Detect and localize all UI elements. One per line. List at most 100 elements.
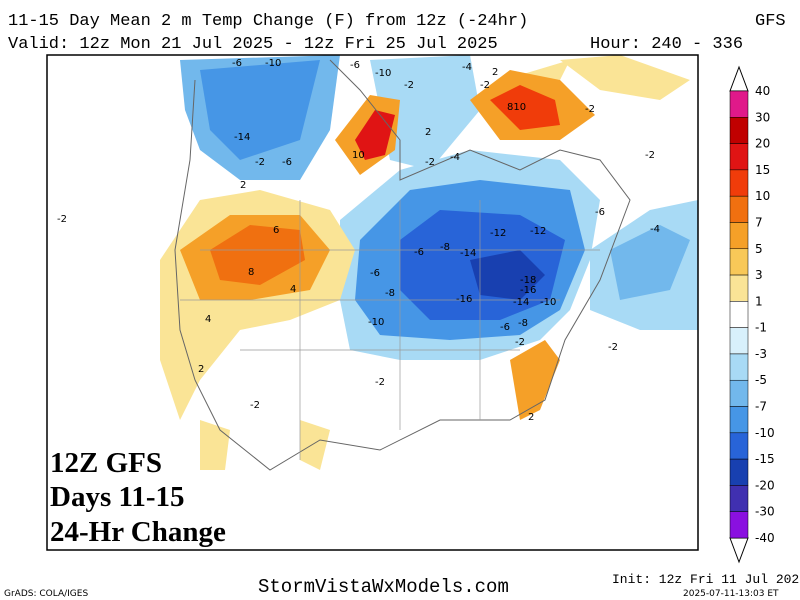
hot-area — [355, 110, 395, 160]
colorbar-label: 20 — [755, 137, 770, 151]
colorbar-box — [729, 485, 749, 512]
colorbar-label: 10 — [755, 189, 770, 203]
colorbar-label: 1 — [755, 294, 763, 308]
contour-label: -6 — [232, 58, 242, 69]
contour-label: 8 — [248, 267, 254, 278]
contour-label: 2 — [425, 127, 431, 138]
valid: Valid: 12z Mon 21 Jul 2025 - 12z Fri 25 … — [8, 35, 498, 54]
colorbar-box — [729, 248, 749, 276]
contour-label: -6 — [350, 60, 360, 71]
hot-area — [210, 225, 305, 285]
colorbar-end — [729, 65, 749, 92]
site: StormVistaWxModels.com — [258, 576, 509, 598]
colorbar-label: 5 — [755, 242, 763, 256]
contour-label: -6 — [500, 322, 510, 333]
hot-area — [490, 85, 560, 130]
coastline — [174, 59, 631, 471]
contour-label: -4 — [650, 224, 660, 235]
contour-label: -2 — [375, 377, 385, 388]
contour-label: -2 — [515, 337, 525, 348]
map-frame — [46, 54, 699, 551]
colorbar-box — [729, 274, 749, 302]
contour-label: -10 — [375, 68, 391, 79]
colorbar-label: -10 — [755, 426, 775, 440]
contour-label: -2 — [585, 104, 595, 115]
overlay-text: Days 11-15 — [50, 481, 185, 513]
colorbar-box — [729, 511, 749, 539]
init: Init: 12z Fri 11 Jul 2025 — [612, 572, 800, 587]
colorbar-box — [729, 90, 749, 118]
contour-label: -8 — [440, 242, 450, 253]
contour-label: -18 — [520, 275, 536, 286]
contour-label: 4 — [290, 284, 296, 295]
contour-label: -10 — [368, 317, 384, 328]
credit: GrADS: COLA/IGES — [4, 589, 88, 599]
contour-label: -2 — [480, 80, 490, 91]
colorbar-label: -40 — [755, 531, 775, 545]
contour-label: -2 — [255, 157, 265, 168]
contour-label: -16 — [520, 285, 536, 296]
colorbar: 40 30 20 15 10 7 5 3 1 -1 -3 -5 -7 -10 -15 -20 -30 -40 — [729, 65, 775, 564]
contour-label: -6 — [282, 157, 292, 168]
contour-label: 2 — [240, 180, 246, 191]
colorbar-box — [729, 301, 749, 328]
contour-label: -14 — [234, 132, 250, 143]
contour-label: -10 — [265, 58, 281, 69]
colorbar-box — [729, 169, 749, 197]
contour-label: -6 — [370, 268, 380, 279]
colorbar-label: 15 — [755, 163, 770, 177]
colorbar-box — [729, 432, 749, 460]
colorbar-label: -7 — [755, 400, 767, 414]
contour-label: -12 — [530, 226, 546, 237]
colorbar-box — [729, 195, 749, 223]
borders — [180, 200, 600, 460]
contour-label: -4 — [462, 62, 472, 73]
warm-area — [520, 55, 690, 100]
contour-label: -2 — [57, 214, 67, 225]
cool-area — [610, 225, 690, 300]
overlay-text: 24-Hr Change — [50, 516, 226, 548]
colorbar-box — [729, 353, 749, 381]
colorbar-box — [729, 143, 749, 171]
contour-label: -14 — [460, 248, 476, 259]
stamp: 2025-07-11-13:03 ET — [683, 589, 779, 599]
contour-label: 810 — [507, 102, 526, 113]
colorbar-box — [729, 222, 749, 250]
contour-label: -8 — [518, 318, 528, 329]
cold-area — [470, 250, 545, 300]
overlay-text: 12Z GFS — [50, 447, 162, 479]
warm-area — [510, 340, 560, 420]
contour-label: -8 — [385, 288, 395, 299]
contour-label: -10 — [540, 297, 556, 308]
hour: Hour: 240 - 336 — [590, 35, 743, 54]
contour-label: 2 — [528, 412, 534, 423]
contour-label: -2 — [404, 80, 414, 91]
map: -6 -10 -6 -10 -2 -4 -2 2 810 -2 -14 -6 -… — [47, 55, 698, 550]
colorbar-end — [729, 537, 749, 564]
title: 11-15 Day Mean 2 m Temp Change (F) from … — [8, 12, 528, 31]
colorbar-label: -5 — [755, 373, 767, 387]
contour-label: 4 — [205, 314, 211, 325]
contour-label: 2 — [198, 364, 204, 375]
colorbar-label: -3 — [755, 347, 767, 361]
contour-label: -4 — [450, 152, 460, 163]
colorbar-box — [729, 327, 749, 355]
colorbar-label: -1 — [755, 321, 767, 335]
colorbar-box — [729, 379, 749, 407]
contour-label: 6 — [273, 225, 279, 236]
colorbar-label: 7 — [755, 215, 763, 229]
contour-label: -6 — [414, 247, 424, 258]
contour-label: -2 — [645, 150, 655, 161]
colorbar-box — [729, 458, 749, 486]
cool-area — [370, 55, 480, 170]
colorbar-box — [729, 117, 749, 144]
model: GFS — [755, 12, 786, 31]
contour-label: -2 — [608, 342, 618, 353]
colorbar-label: 3 — [755, 268, 763, 282]
contour-label: -2 — [425, 157, 435, 168]
contour-label: -14 — [513, 297, 529, 308]
colorbar-box — [729, 406, 749, 434]
contour-label: 2 — [492, 67, 498, 78]
colorbar-label: -30 — [755, 505, 775, 519]
